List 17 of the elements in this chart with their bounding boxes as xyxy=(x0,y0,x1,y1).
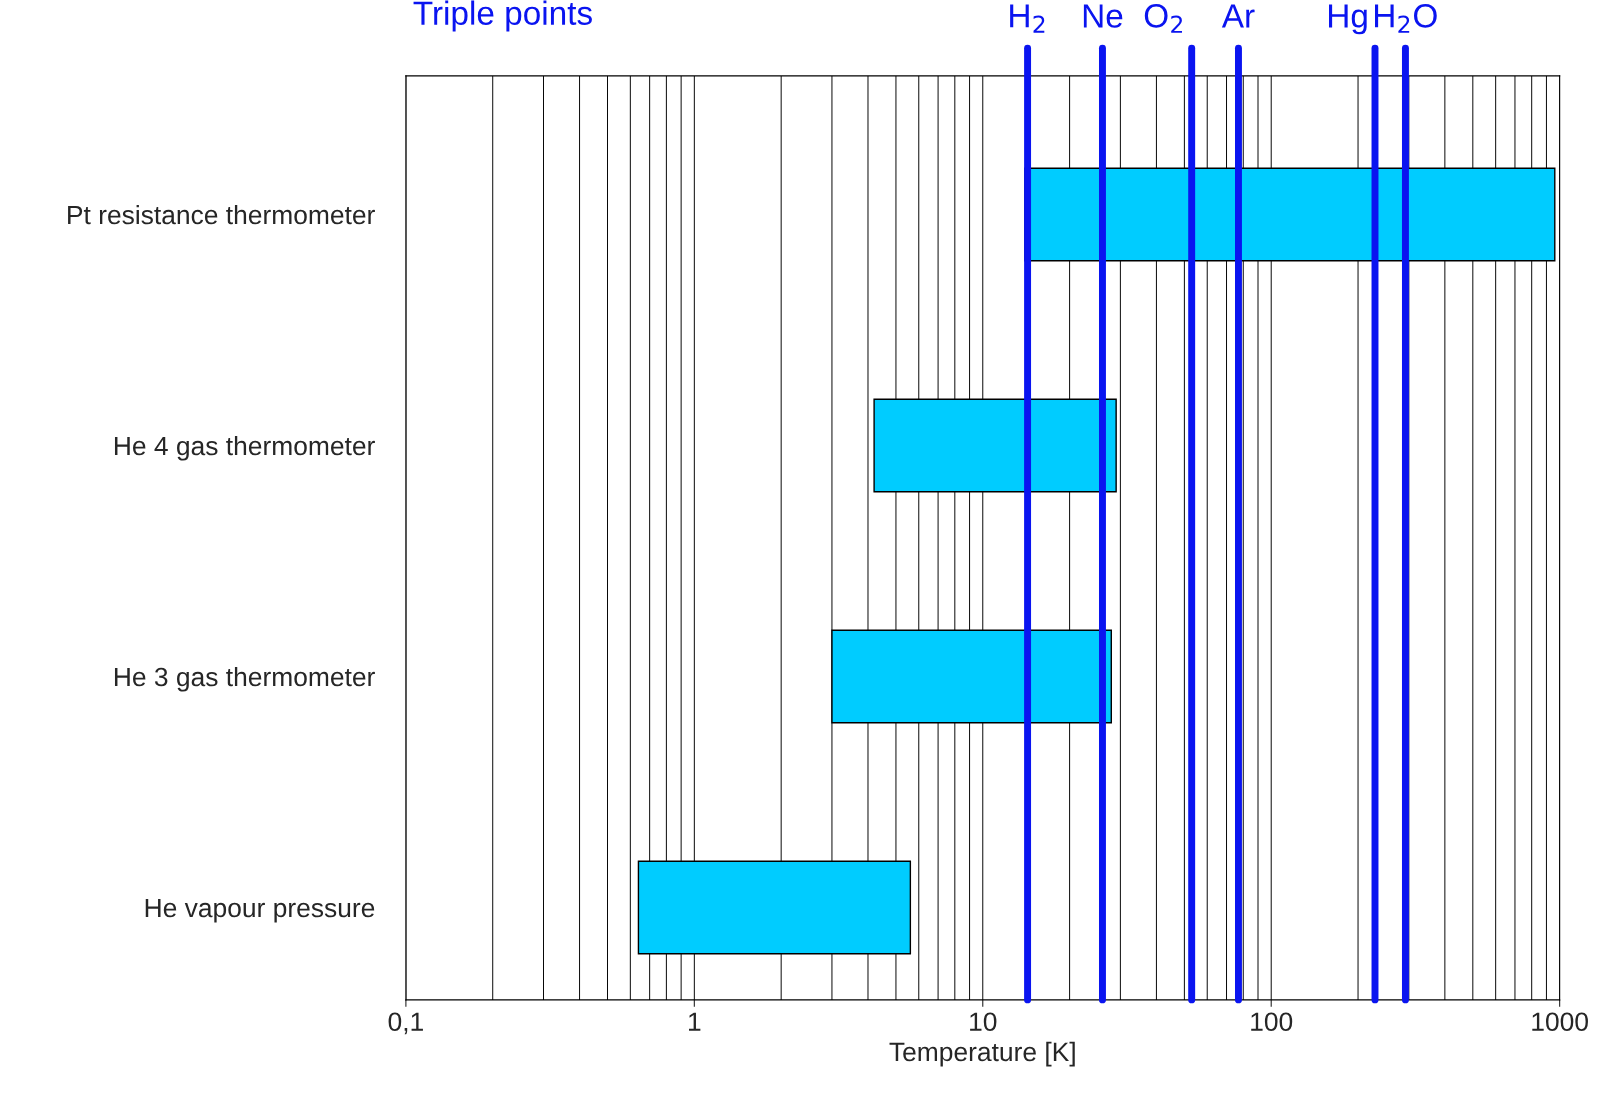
ref-line-label: Ne xyxy=(1083,4,1123,28)
x-tick-label: 1 xyxy=(689,1012,701,1031)
y-tick-label: He 4 gas thermometer xyxy=(114,435,375,461)
ref-line-label: Hg xyxy=(1329,4,1367,35)
ref-line-label: O$_{2}$ xyxy=(1144,4,1182,33)
y-tick-label: He vapour pressure xyxy=(145,898,375,923)
ref-line-label: H$_{2}$ xyxy=(1010,4,1045,33)
y-tick-label: He 3 gas thermometer xyxy=(114,666,375,692)
y-tick-label: Pt resistance thermometer xyxy=(68,204,375,225)
x-tick-label: 10 xyxy=(970,1012,997,1032)
text: Triple points xyxy=(413,0,592,32)
ref-line-label: Ar xyxy=(1221,4,1255,28)
x-tick-label: 0,1 xyxy=(388,1012,423,1035)
ref-line-label: H$_{2}$O xyxy=(1375,4,1437,33)
x-tick-label: 1000 xyxy=(1532,1012,1588,1032)
x-axis-title: Temperature [K] xyxy=(889,1041,1075,1067)
x-tick-label: 100 xyxy=(1251,1012,1293,1032)
